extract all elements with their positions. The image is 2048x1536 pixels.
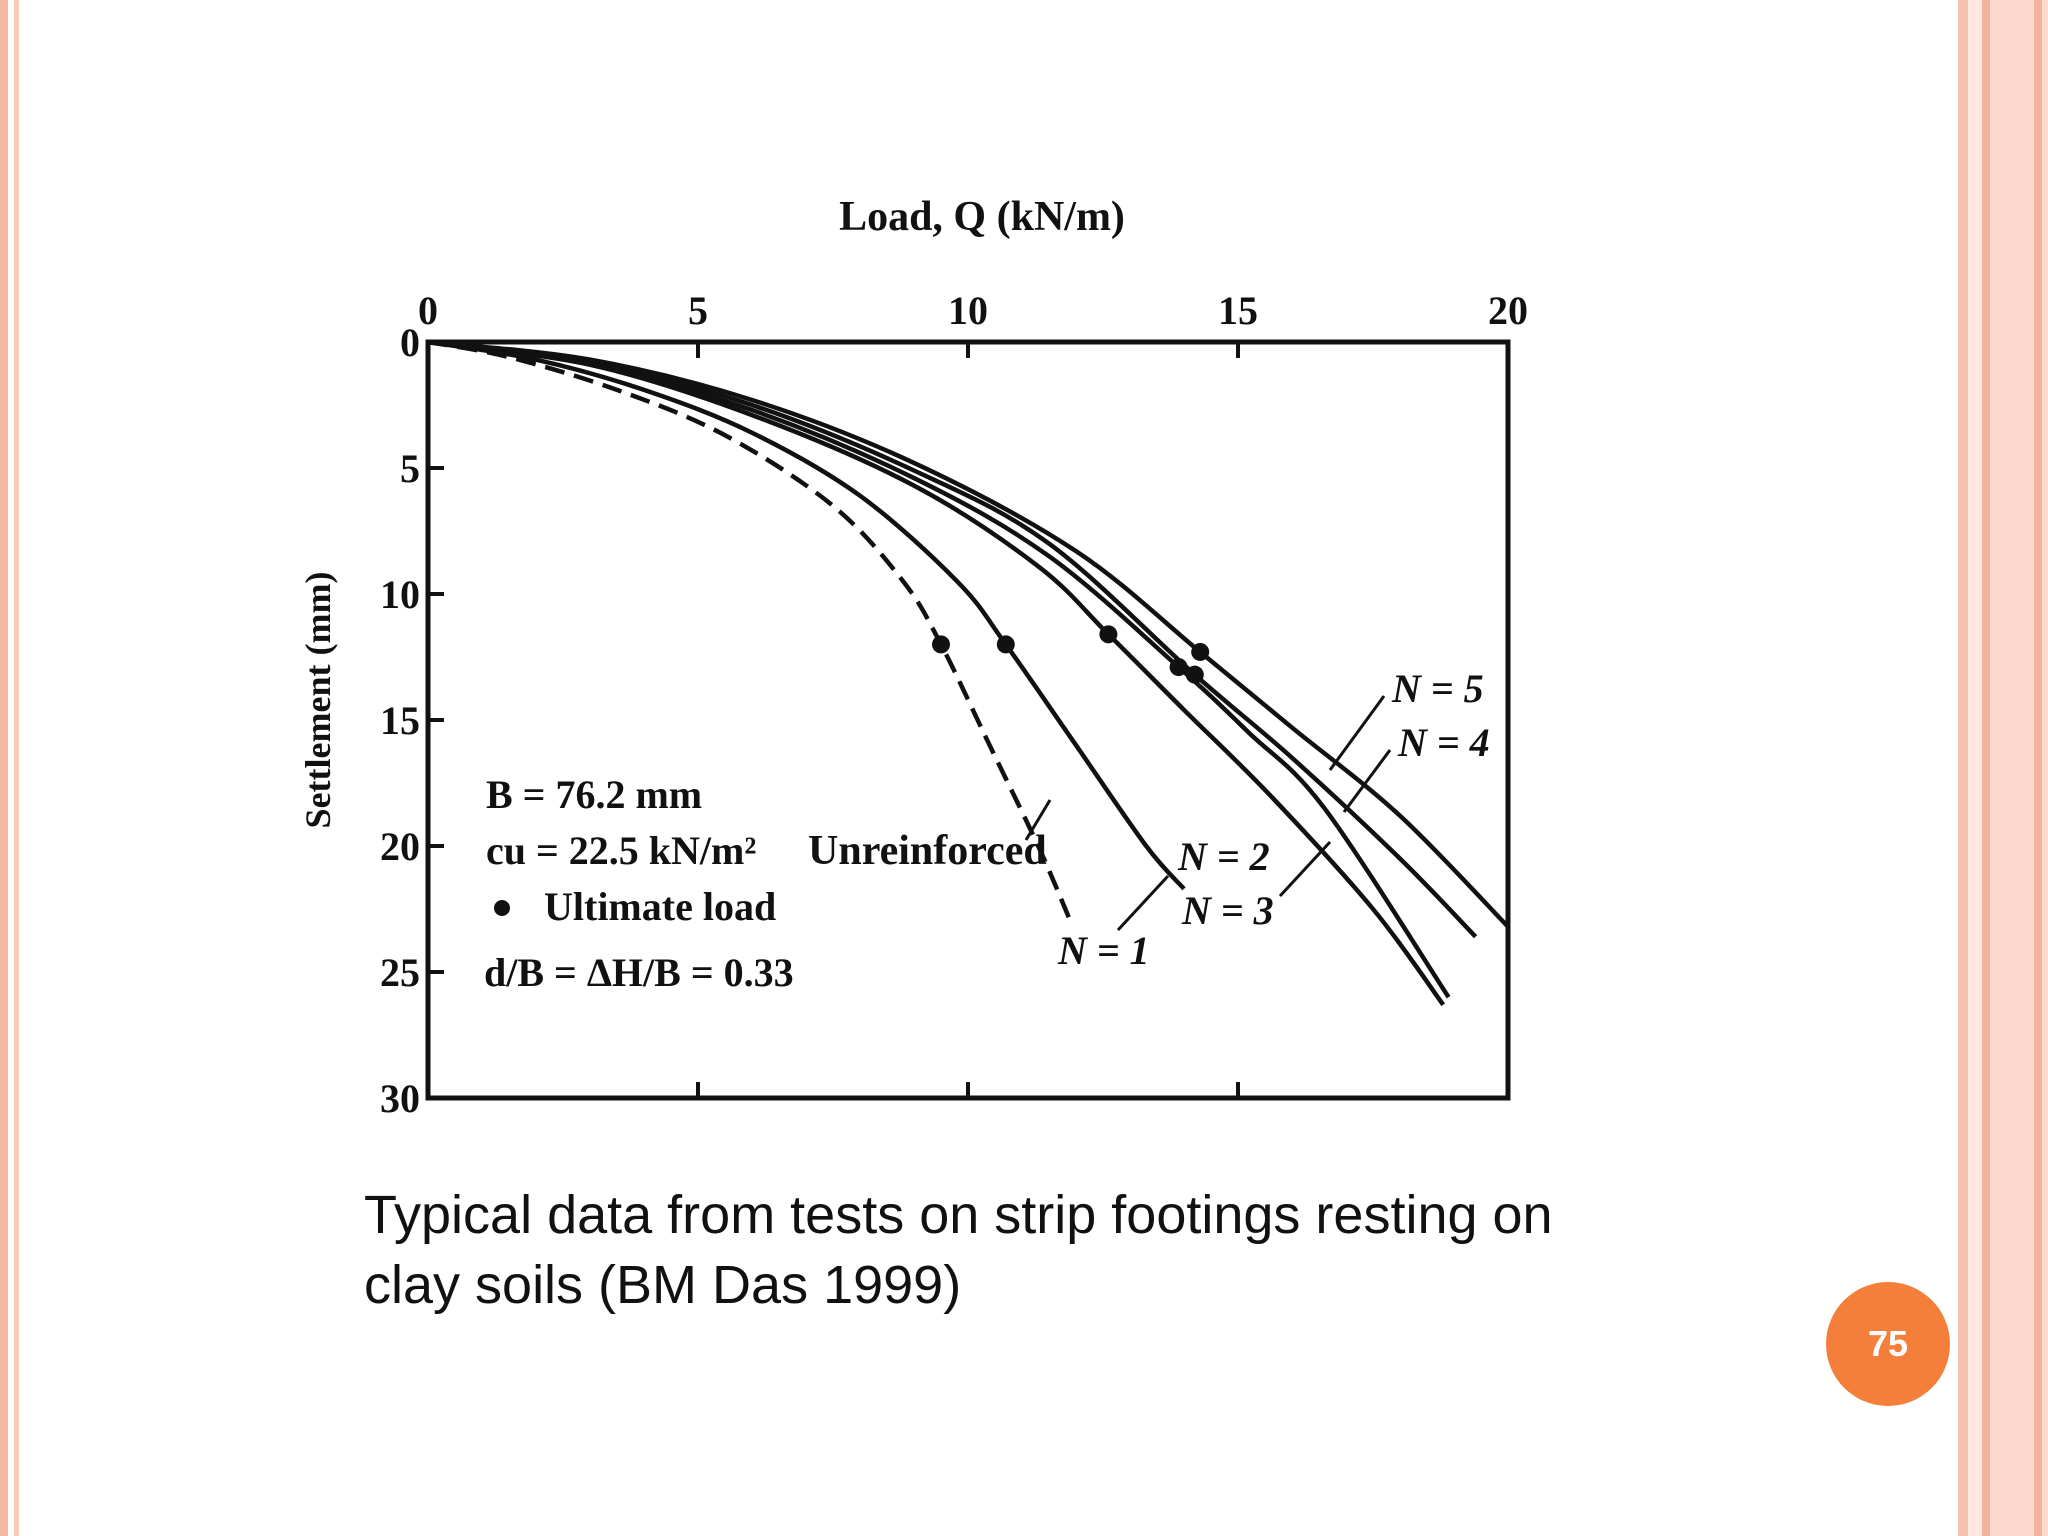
curve-unreinforced [427,339,1073,923]
y-tick-label: 20 [380,824,420,869]
ultimate-load-point [1191,642,1210,661]
page-number: 75 [1867,1323,1909,1364]
settlement-load-chart: Load, Q (kN/m) Settlement (mm) 0 5 10 15 200… [298,194,1528,1120]
label-n3: N = 3 [1181,888,1274,933]
ultimate-load-point [1099,625,1118,644]
x-axis-title: Load, Q (kN/m) [839,194,1125,240]
annotation-ultimate-load: Ultimate load [544,884,776,929]
curve-n-1 [427,339,1186,891]
curves-group [427,339,1510,1007]
label-n2: N = 2 [1177,834,1270,879]
ultimate-load-legend-marker [494,900,510,916]
axis-ticks: 0 5 10 15 20 0 5 10 15 20 25 30 [380,288,1528,1120]
x-tick-label: 20 [1488,288,1528,333]
curve-n-4 [427,339,1478,939]
annotation-width: B = 76.2 mm [486,772,702,817]
y-tick-label: 10 [380,572,420,617]
y-tick-label: 15 [380,698,420,743]
ultimate-load-point [996,635,1015,654]
label-unreinforced: Unreinforced [808,828,1047,874]
x-tick-label: 15 [1218,288,1258,333]
y-tick-label: 25 [380,950,420,995]
leader-n4 [1342,749,1392,813]
right-border-stripe [1982,0,1990,1536]
left-border-stripe [0,0,8,1536]
caption-line-1: Typical data from tests on strip footing… [364,1185,1553,1245]
left-border-stripe-inner [14,0,19,1536]
ultimate-load-point [932,635,950,654]
ultimate-load-point [1169,658,1188,677]
x-tick-label: 10 [948,288,988,333]
leader-n1 [1116,874,1170,932]
right-border-stripe [1958,0,1968,1536]
y-axis-title: Settlement (mm) [298,572,338,829]
leader-unreinforced [1024,799,1052,841]
caption-line-2: clay soils (BM Das 1999) [364,1255,962,1315]
right-border-stripe [1968,0,1982,1536]
label-n5: N = 5 [1391,666,1484,711]
label-n1: N = 1 [1057,928,1150,973]
y-tick-label: 5 [400,446,420,491]
x-tick-label: 0 [418,288,438,333]
annotation-depth-ratio: d/B = ΔH/B = 0.33 [484,950,794,995]
label-n4: N = 4 [1397,720,1490,765]
slide-caption: Typical data from tests on strip footing… [364,1180,1724,1320]
curve-n-3 [427,339,1451,999]
page-number-badge: 75 [1826,1282,1950,1406]
ultimate-load-point [1185,665,1204,684]
leader-n5 [1328,695,1386,771]
y-tick-label: 0 [400,320,420,365]
ultimate-load-markers [932,625,1210,684]
annotation-cohesion: cu = 22.5 kN/m² [486,828,756,873]
x-tick-label: 5 [688,288,708,333]
y-tick-label: 30 [380,1076,420,1120]
leader-n3 [1278,840,1332,898]
right-border-stripe [2034,0,2042,1536]
